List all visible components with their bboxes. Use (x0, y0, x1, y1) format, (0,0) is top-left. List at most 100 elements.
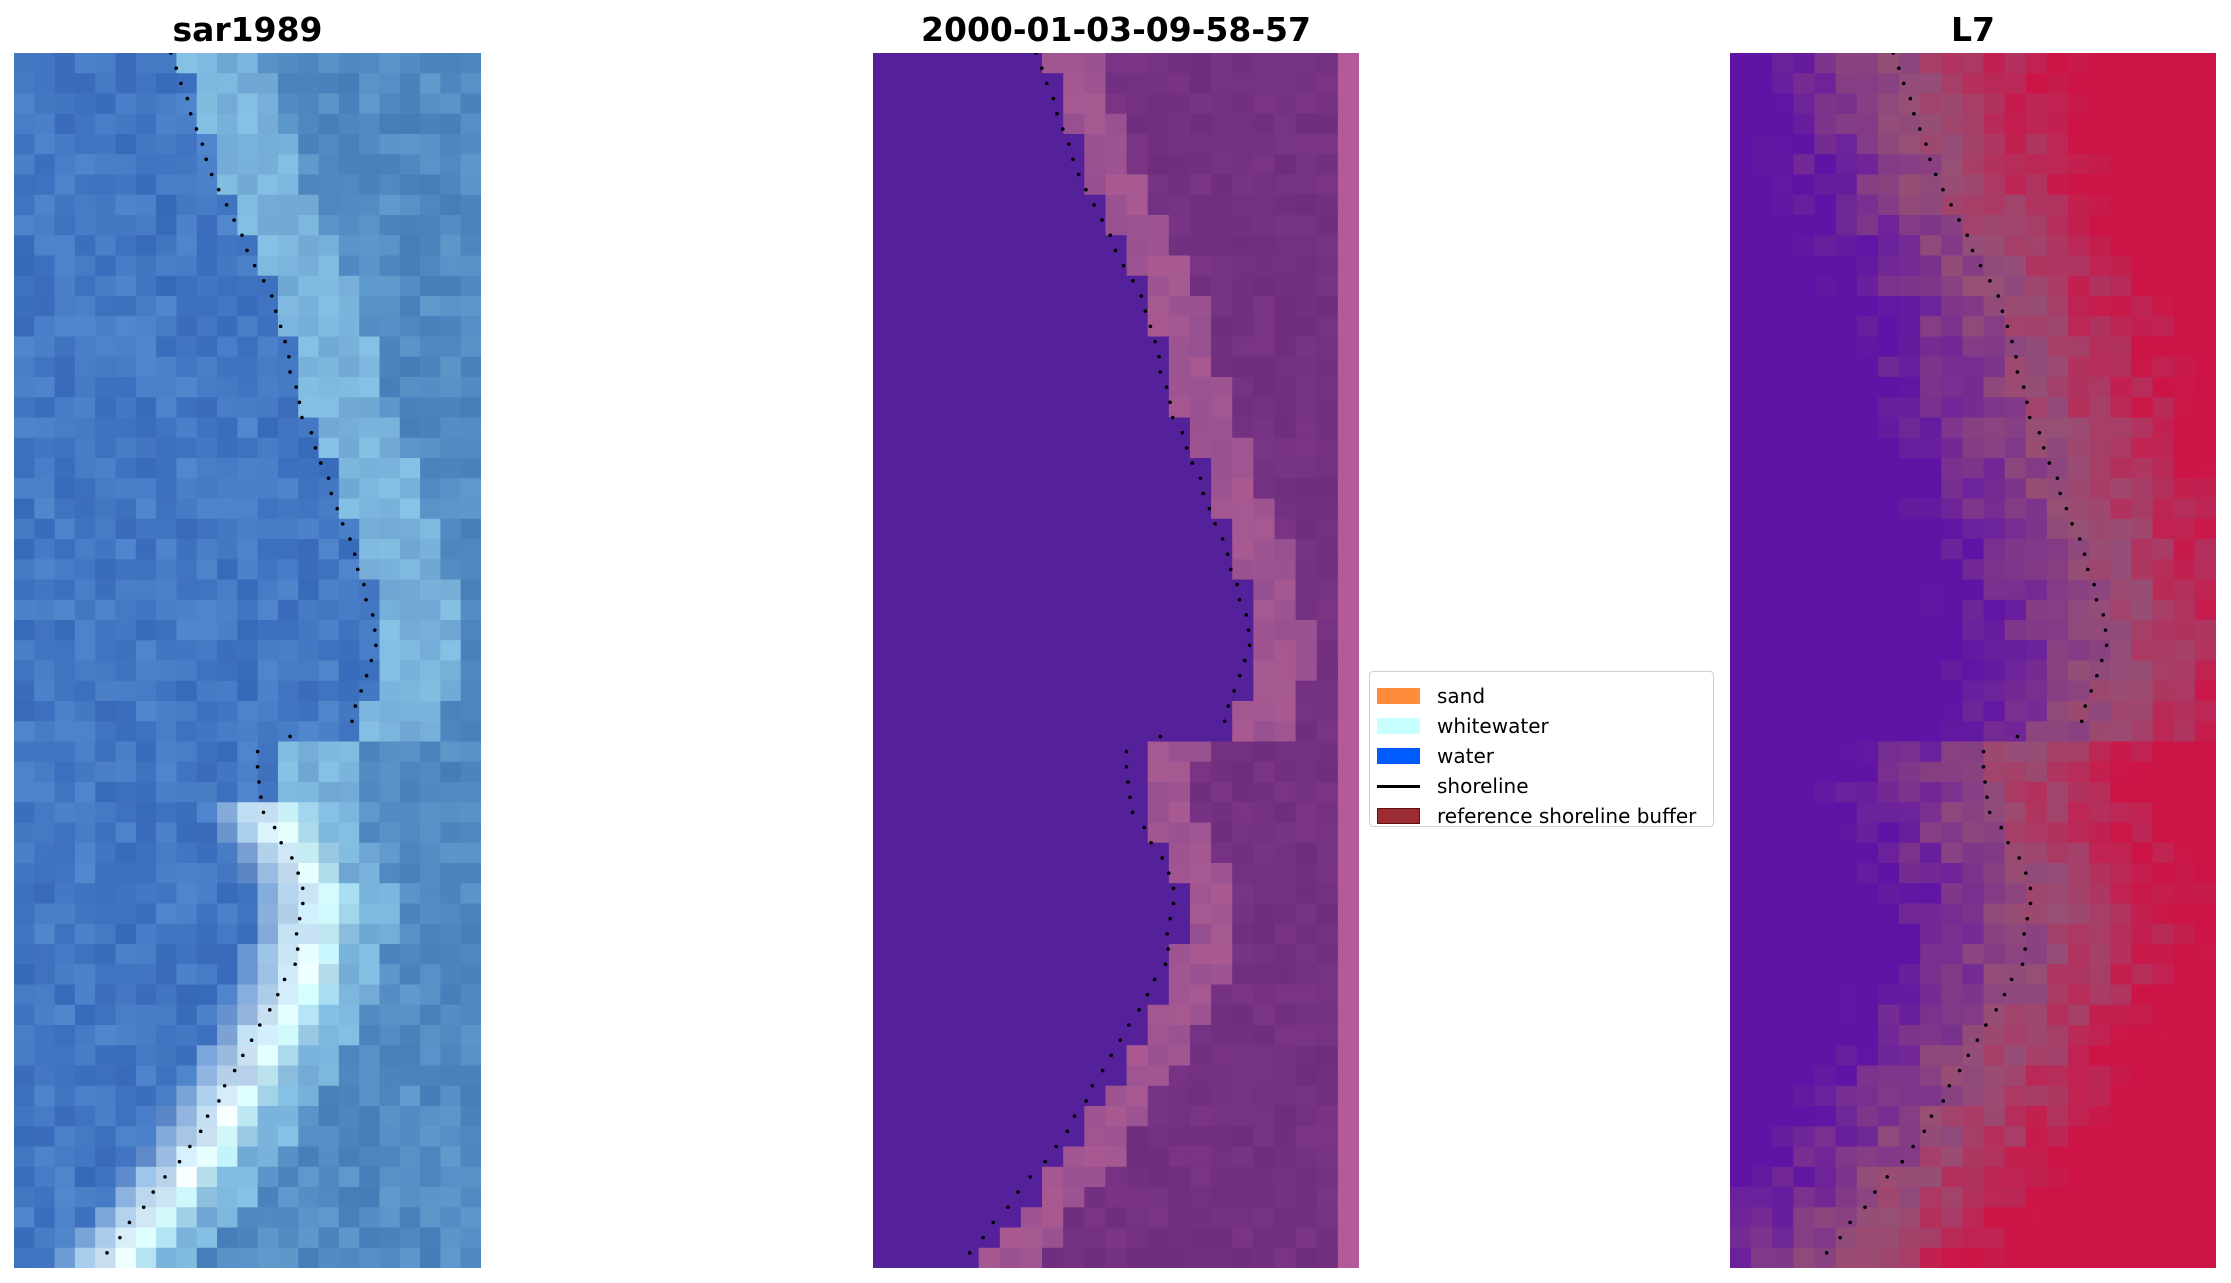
pixel (1793, 397, 1816, 419)
pixel (978, 761, 1001, 783)
pixel (1793, 1166, 1816, 1188)
pixel (1835, 356, 1858, 378)
pixel (298, 1085, 320, 1107)
pixel (135, 356, 157, 378)
pixel (379, 93, 401, 115)
pixel (1316, 478, 1339, 500)
pixel (2046, 883, 2069, 905)
pixel (2194, 215, 2216, 236)
pixel (1084, 701, 1107, 722)
pixel (1020, 1126, 1043, 1148)
pixel (999, 964, 1022, 986)
pixel (257, 174, 279, 196)
pixel (420, 356, 441, 378)
pixel (2046, 761, 2069, 783)
pixel (2025, 1187, 2048, 1208)
pixel (298, 701, 320, 722)
pixel (2046, 721, 2069, 743)
pixel (978, 822, 1001, 844)
pixel (1899, 1207, 1921, 1229)
pixel (1941, 1247, 1964, 1268)
pixel (2025, 640, 2048, 662)
pixel (1877, 680, 1900, 702)
pixel (1920, 1247, 1942, 1268)
pixel (217, 154, 238, 176)
pixel (1835, 579, 1858, 601)
pixel (217, 782, 238, 803)
pixel (1084, 458, 1107, 479)
pixel (399, 1247, 421, 1268)
pixel (2025, 316, 2048, 338)
pixel (957, 842, 980, 864)
shoreline-dot (200, 142, 205, 146)
shoreline-dot (1016, 1190, 1020, 1194)
pixel (217, 478, 238, 500)
pixel (2152, 822, 2175, 844)
pixel (1835, 336, 1858, 358)
pixel (1020, 721, 1043, 743)
pixel (2068, 842, 2090, 864)
pixel (1042, 761, 1064, 783)
pixel (2068, 761, 2090, 783)
pixel (1793, 599, 1816, 621)
pixel (34, 822, 56, 844)
pixel (1337, 316, 1359, 338)
pixel (1337, 741, 1359, 763)
pixel (277, 620, 299, 641)
pixel (1835, 174, 1858, 196)
shoreline-dot (1163, 962, 1168, 967)
pixel (1730, 1187, 1752, 1208)
pixel (1168, 1065, 1191, 1087)
pixel (1751, 113, 1773, 135)
pixel (1983, 1025, 2006, 1046)
pixel (318, 1207, 340, 1229)
pixel (318, 964, 340, 986)
pixel (2046, 316, 2069, 338)
pixel (1835, 863, 1858, 884)
pixel (359, 377, 381, 398)
pixel (338, 316, 360, 338)
pixel (1253, 154, 1276, 176)
pixel (1126, 174, 1149, 196)
pixel (156, 113, 178, 135)
pixel (915, 1247, 937, 1268)
pixel (257, 1065, 279, 1087)
shoreline-dot (1981, 765, 1986, 769)
pixel (1105, 741, 1128, 763)
pixel (2173, 1166, 2196, 1188)
pixel (1126, 640, 1149, 662)
pixel (298, 964, 320, 986)
pixel (277, 1166, 299, 1188)
pixel (237, 215, 259, 236)
pixel (1295, 377, 1318, 398)
pixel (379, 194, 401, 216)
pixel (2131, 620, 2154, 641)
pixel (894, 336, 916, 358)
pixel (1751, 903, 1773, 925)
pixel (34, 863, 56, 884)
pixel (1962, 1025, 1985, 1046)
pixel (1983, 478, 2006, 500)
pixel (1211, 417, 1233, 439)
pixel (156, 397, 178, 419)
pixel (34, 1247, 56, 1268)
pixel (176, 397, 198, 419)
pixel (196, 701, 218, 722)
shoreline-dot (1922, 1129, 1927, 1134)
pixel (1105, 1187, 1128, 1208)
pixel (217, 863, 238, 884)
pixel (2004, 235, 2027, 257)
pixel (1084, 599, 1107, 621)
pixel (2194, 417, 2216, 439)
pixel (2089, 1025, 2111, 1046)
pixel (318, 518, 340, 540)
shoreline-dot (329, 491, 334, 496)
pixel (74, 620, 96, 641)
pixel (957, 113, 980, 135)
pixel (1877, 923, 1900, 945)
pixel (237, 1227, 259, 1249)
pixel (1295, 903, 1318, 925)
pixel (1253, 255, 1276, 277)
pixel (359, 923, 381, 945)
pixel (957, 1126, 980, 1148)
